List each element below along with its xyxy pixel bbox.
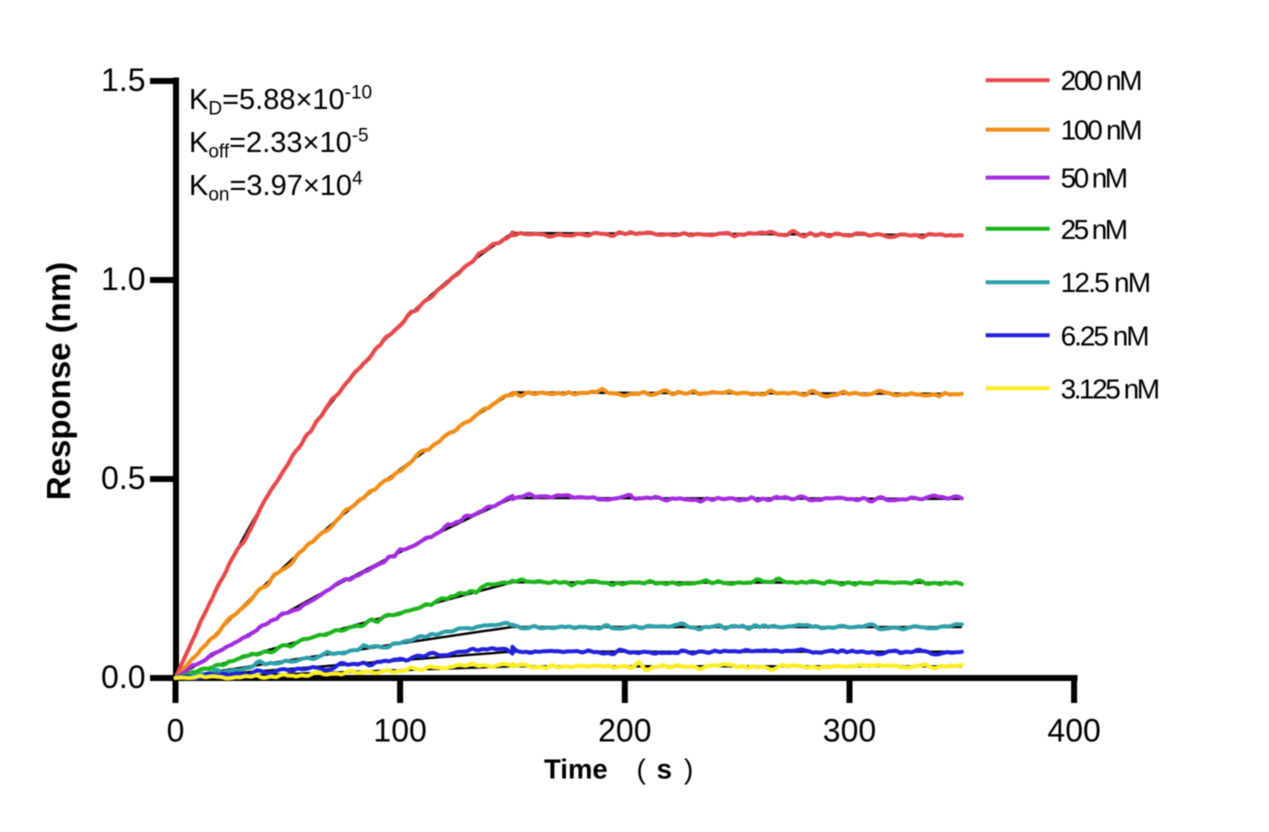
svg-text:12.5 nM: 12.5 nM: [1061, 267, 1152, 298]
svg-text:0.5: 0.5: [101, 460, 145, 496]
svg-text:50 nM: 50 nM: [1061, 163, 1129, 194]
svg-text:KD=5.88×10-10: KD=5.88×10-10: [189, 83, 372, 120]
svg-text:Time: Time: [544, 754, 608, 785]
svg-text:1.5: 1.5: [101, 62, 145, 98]
svg-text:Response (nm): Response (nm): [40, 262, 77, 500]
svg-text:0: 0: [167, 713, 185, 749]
svg-text:): ): [684, 754, 693, 785]
svg-text:100 nM: 100 nM: [1061, 115, 1143, 146]
svg-text:s: s: [657, 754, 673, 785]
svg-text:Koff=2.33×10-5: Koff=2.33×10-5: [189, 126, 369, 163]
svg-text:300: 300: [823, 713, 876, 749]
svg-text:0.0: 0.0: [101, 659, 145, 695]
svg-text:1.0: 1.0: [101, 261, 145, 297]
svg-text:6.25 nM: 6.25 nM: [1061, 320, 1150, 351]
svg-text:200: 200: [598, 713, 651, 749]
svg-text:200 nM: 200 nM: [1061, 65, 1143, 96]
svg-text:3.125 nM: 3.125 nM: [1061, 373, 1161, 404]
svg-text:400: 400: [1047, 713, 1100, 749]
svg-text:25 nM: 25 nM: [1061, 214, 1129, 245]
svg-text:(: (: [637, 754, 647, 785]
svg-text:100: 100: [373, 713, 426, 749]
